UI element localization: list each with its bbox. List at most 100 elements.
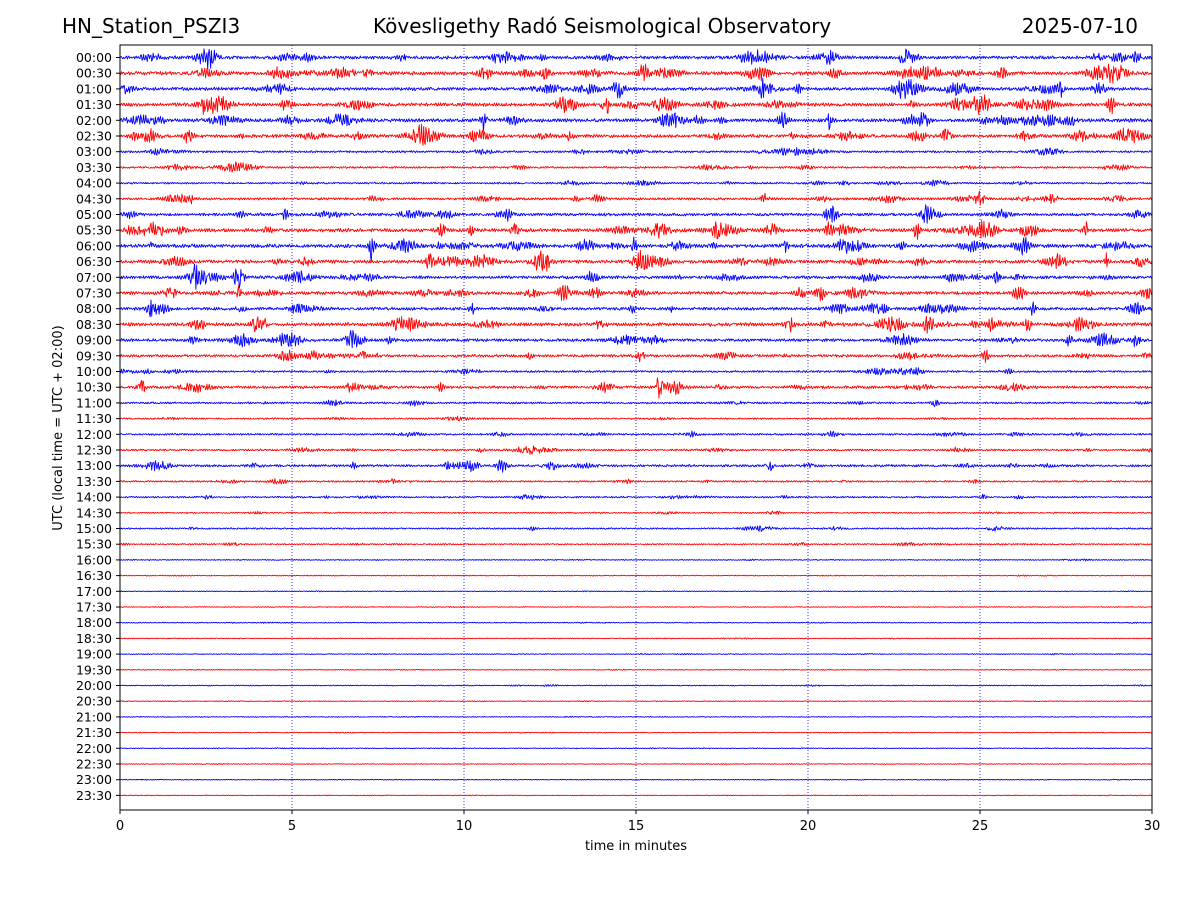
trace-0800 — [119, 299, 1153, 318]
y-tick-label-0300: 03:00 — [76, 144, 112, 159]
x-tick-label-20: 20 — [800, 819, 817, 834]
trace-0030 — [119, 63, 1153, 84]
plot-date: 2025-07-10 — [1021, 14, 1138, 38]
x-axis-label: time in minutes — [585, 839, 687, 854]
trace-2000 — [119, 684, 1153, 687]
y-tick-label-2100: 21:00 — [76, 709, 112, 724]
y-tick-label-0800: 08:00 — [76, 301, 112, 316]
x-tick-label-30: 30 — [1144, 819, 1161, 834]
y-tick-label-1630: 16:30 — [76, 568, 112, 583]
trace-0130 — [119, 94, 1153, 115]
y-tick-label-1130: 11:30 — [76, 411, 112, 426]
trace-1930 — [119, 668, 1153, 671]
y-tick-label-0630: 06:30 — [76, 254, 112, 269]
y-tick-label-2130: 21:30 — [76, 725, 112, 740]
y-tick-label-0530: 05:30 — [76, 223, 112, 238]
y-tick-layer: 00:0000:3001:0001:3002:0002:3003:0003:30… — [76, 50, 120, 803]
x-tick-label-25: 25 — [972, 819, 989, 834]
trace-0400 — [119, 179, 1153, 187]
trace-2100 — [119, 715, 1153, 718]
trace-0430 — [119, 190, 1153, 206]
y-tick-label-0130: 01:30 — [76, 97, 112, 112]
y-tick-label-1730: 17:30 — [76, 600, 112, 615]
y-tick-label-2230: 22:30 — [76, 757, 112, 772]
y-tick-label-1400: 14:00 — [76, 490, 112, 505]
y-tick-label-1930: 19:30 — [76, 662, 112, 677]
trace-1130 — [119, 415, 1153, 422]
trace-1000 — [119, 367, 1153, 376]
trace-2300 — [119, 778, 1153, 781]
y-tick-label-1330: 13:30 — [76, 474, 112, 489]
y-tick-label-2200: 22:00 — [76, 741, 112, 756]
station-name: HN_Station_PSZI3 — [62, 14, 241, 38]
trace-0230 — [119, 123, 1153, 146]
x-tick-label-15: 15 — [628, 819, 645, 834]
y-tick-label-1900: 19:00 — [76, 647, 112, 662]
trace-1530 — [119, 541, 1153, 547]
y-tick-label-0030: 00:30 — [76, 66, 112, 81]
trace-2330 — [119, 794, 1153, 797]
y-tick-label-1230: 12:30 — [76, 443, 112, 458]
y-tick-label-1030: 10:30 — [76, 380, 112, 395]
y-tick-label-1500: 15:00 — [76, 521, 112, 536]
y-tick-label-0600: 06:00 — [76, 238, 112, 253]
trace-1630 — [119, 574, 1153, 577]
y-tick-label-0430: 04:30 — [76, 191, 112, 206]
trace-0730 — [119, 284, 1153, 302]
y-tick-label-1300: 13:00 — [76, 458, 112, 473]
y-tick-label-1830: 18:30 — [76, 631, 112, 646]
trace-0330 — [119, 161, 1153, 173]
trace-0000 — [119, 48, 1153, 70]
trace-0900 — [119, 330, 1153, 349]
trace-0200 — [119, 111, 1153, 132]
trace-2200 — [119, 747, 1153, 750]
y-tick-label-0830: 08:30 — [76, 317, 112, 332]
trace-1900 — [119, 652, 1153, 656]
y-tick-label-0900: 09:00 — [76, 333, 112, 348]
y-tick-label-0730: 07:30 — [76, 286, 112, 301]
y-tick-label-0000: 00:00 — [76, 50, 112, 65]
y-tick-label-0100: 01:00 — [76, 81, 112, 96]
y-tick-label-1530: 15:30 — [76, 537, 112, 552]
y-tick-label-1600: 16:00 — [76, 552, 112, 567]
trace-1300 — [119, 459, 1153, 473]
trace-0600 — [119, 236, 1153, 262]
x-tick-label-10: 10 — [456, 819, 473, 834]
trace-2030 — [119, 700, 1153, 703]
y-tick-label-1430: 14:30 — [76, 505, 112, 520]
trace-1030 — [119, 377, 1153, 399]
x-tick-label-0: 0 — [116, 819, 124, 834]
trace-1430 — [119, 510, 1153, 515]
y-tick-label-1800: 18:00 — [76, 615, 112, 630]
trace-0300 — [119, 147, 1153, 157]
y-tick-label-1200: 12:00 — [76, 427, 112, 442]
y-tick-label-2030: 20:30 — [76, 694, 112, 709]
x-tick-layer: 0 5 10 15 20 25 30 — [116, 810, 1160, 834]
y-tick-label-0500: 05:00 — [76, 207, 112, 222]
trace-0830 — [119, 315, 1153, 334]
trace-layer — [119, 48, 1153, 797]
y-tick-label-2300: 23:00 — [76, 772, 112, 787]
y-tick-label-2000: 20:00 — [76, 678, 112, 693]
trace-1330 — [119, 478, 1153, 485]
trace-0530 — [119, 219, 1153, 240]
y-tick-label-1700: 17:00 — [76, 584, 112, 599]
trace-1730 — [119, 605, 1153, 609]
y-tick-label-0700: 07:00 — [76, 270, 112, 285]
observatory-title: Kövesligethy Radó Seismological Observat… — [373, 14, 832, 38]
trace-1800 — [119, 621, 1153, 624]
trace-1500 — [119, 525, 1153, 532]
trace-2230 — [119, 763, 1153, 765]
x-tick-label-5: 5 — [288, 819, 296, 834]
y-tick-label-0230: 02:30 — [76, 129, 112, 144]
y-tick-label-1100: 11:00 — [76, 395, 112, 410]
y-tick-label-0930: 09:30 — [76, 348, 112, 363]
trace-1700 — [119, 590, 1153, 593]
grid-layer — [291, 45, 981, 810]
trace-0700 — [119, 263, 1153, 290]
trace-0100 — [119, 77, 1153, 100]
y-tick-label-0330: 03:30 — [76, 160, 112, 175]
trace-1400 — [119, 494, 1153, 500]
trace-1830 — [119, 637, 1153, 640]
